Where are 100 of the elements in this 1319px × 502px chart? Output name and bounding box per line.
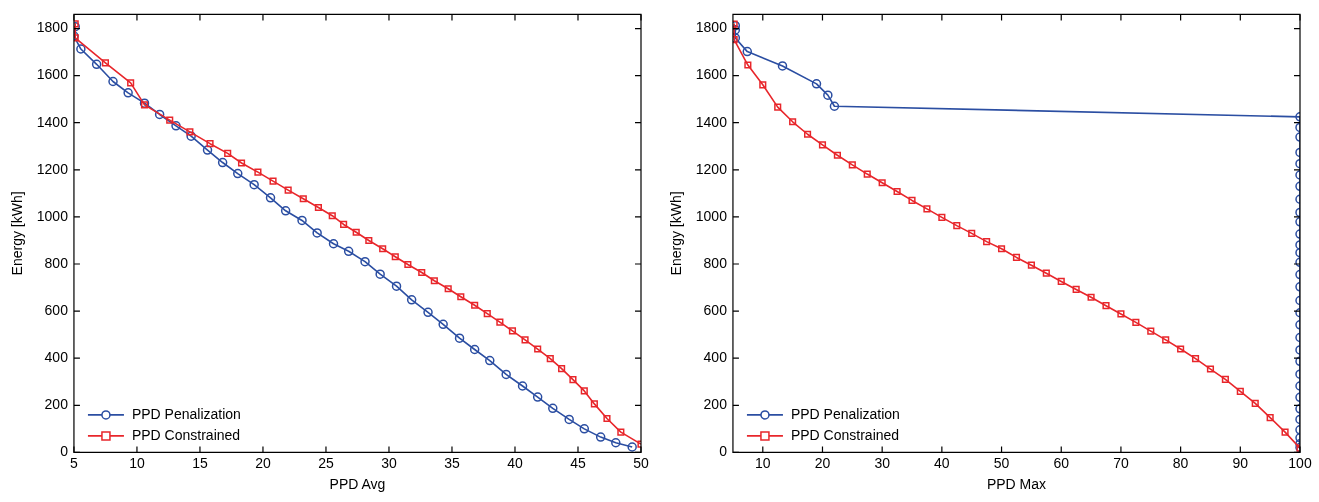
point xyxy=(893,187,901,196)
point xyxy=(1042,269,1050,277)
x-tick-label: 25 xyxy=(318,454,334,471)
x-tick-label: 30 xyxy=(381,454,397,471)
y-axis-title: Energy [kWh] xyxy=(668,191,685,276)
point xyxy=(603,414,611,423)
y-tick-label: 1600 xyxy=(36,66,69,83)
point xyxy=(496,318,504,326)
point xyxy=(312,228,322,238)
point xyxy=(202,145,213,155)
point xyxy=(1221,375,1229,383)
point xyxy=(299,195,307,203)
y-tick-label: 200 xyxy=(703,396,728,413)
legend-label: PPD Penalization xyxy=(131,405,241,422)
point xyxy=(803,130,812,138)
y-tick-label: 1000 xyxy=(695,207,728,224)
point xyxy=(233,168,243,179)
point xyxy=(517,381,528,391)
point xyxy=(1057,277,1065,286)
y-tick-label: 0 xyxy=(719,443,728,460)
point xyxy=(521,336,529,344)
point xyxy=(91,59,102,70)
point xyxy=(418,268,426,277)
point xyxy=(908,196,916,205)
point xyxy=(983,238,991,246)
point xyxy=(265,193,276,203)
point xyxy=(404,260,412,269)
y-tick-label: 1600 xyxy=(695,66,728,83)
point xyxy=(759,81,767,89)
y-tick-label: 0 xyxy=(60,443,69,460)
y-tick-label: 400 xyxy=(703,349,728,366)
point xyxy=(564,414,574,425)
legend-label: PPD Penalization xyxy=(790,405,900,422)
point xyxy=(101,59,110,67)
x-axis-title: PPD Avg xyxy=(329,476,386,493)
point xyxy=(314,203,322,212)
point xyxy=(328,212,336,220)
point xyxy=(469,344,480,355)
point xyxy=(375,269,385,279)
point xyxy=(1012,253,1021,261)
point xyxy=(171,121,181,131)
x-tick-label: 20 xyxy=(814,454,831,471)
point xyxy=(579,424,590,434)
x-tick-label: 90 xyxy=(1232,454,1249,471)
point xyxy=(548,403,558,414)
point xyxy=(580,387,588,395)
y-tick-label: 1400 xyxy=(36,113,69,130)
x-tick-label: 5 xyxy=(70,454,79,471)
point xyxy=(546,355,554,363)
x-tick-label: 45 xyxy=(570,454,586,471)
point xyxy=(501,369,511,380)
point xyxy=(166,116,174,124)
y-tick-label: 1800 xyxy=(36,19,69,36)
x-tick-label: 40 xyxy=(507,454,523,471)
point xyxy=(457,293,465,301)
point xyxy=(508,327,517,335)
point xyxy=(569,376,577,384)
point xyxy=(1191,355,1200,363)
point xyxy=(627,442,637,452)
point xyxy=(391,281,402,291)
y-tick-label: 400 xyxy=(44,349,69,366)
y-tick-label: 600 xyxy=(703,301,728,318)
y-tick-label: 1200 xyxy=(36,160,69,177)
point xyxy=(343,246,354,257)
point xyxy=(878,179,886,187)
point xyxy=(1027,261,1035,269)
point xyxy=(595,432,606,442)
point xyxy=(1266,413,1274,422)
point xyxy=(483,310,491,318)
point xyxy=(352,228,360,236)
y-tick-label: 800 xyxy=(44,254,69,271)
point xyxy=(1177,345,1185,353)
point xyxy=(953,222,961,230)
point xyxy=(206,140,214,148)
point xyxy=(848,161,856,169)
x-tick-label: 50 xyxy=(993,454,1010,471)
point xyxy=(1087,293,1095,301)
point xyxy=(1236,387,1244,395)
x-tick-label: 100 xyxy=(1288,454,1312,471)
x-axis-title: PPD Max xyxy=(986,476,1047,493)
x-tick-label: 20 xyxy=(255,454,271,471)
legend-label: PPD Constrained xyxy=(790,426,900,443)
point xyxy=(485,355,495,366)
point xyxy=(938,213,946,221)
point xyxy=(997,245,1006,253)
point xyxy=(269,177,277,185)
y-tick-label: 1000 xyxy=(36,207,69,224)
point xyxy=(340,220,348,229)
point xyxy=(328,239,339,249)
point xyxy=(1251,399,1259,407)
point xyxy=(454,333,465,343)
y-tick-label: 1400 xyxy=(695,113,728,130)
point xyxy=(590,400,598,408)
point xyxy=(532,392,543,402)
point xyxy=(297,215,307,226)
x-tick-label: 15 xyxy=(192,454,208,471)
point xyxy=(471,301,479,309)
point xyxy=(423,307,433,318)
point xyxy=(76,44,86,54)
point xyxy=(280,206,291,216)
